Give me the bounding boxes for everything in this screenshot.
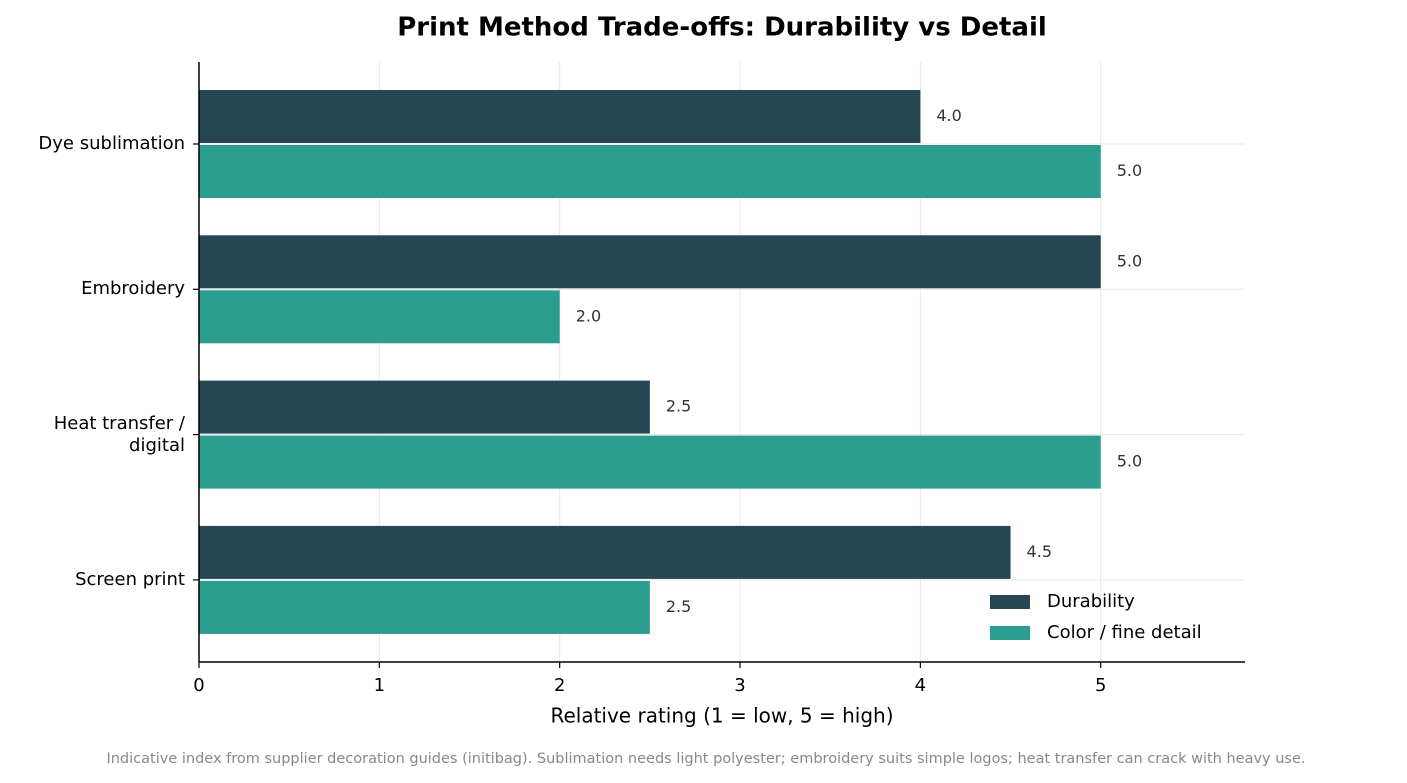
legend-swatch <box>990 595 1030 609</box>
value-label: 5.0 <box>1117 452 1142 471</box>
legend-label: Color / fine detail <box>1047 622 1202 643</box>
bar <box>199 580 650 634</box>
value-label: 4.5 <box>1027 542 1052 561</box>
legend-swatch <box>990 626 1030 640</box>
value-label: 2.5 <box>666 597 691 616</box>
value-label: 2.0 <box>576 306 601 325</box>
y-tick-label: Embroidery <box>81 278 185 300</box>
y-tick-label: Screen print <box>75 568 185 590</box>
bar <box>199 380 650 434</box>
y-tick-label: Dye sublimation <box>38 133 185 154</box>
value-label: 2.5 <box>666 397 691 416</box>
y-tick-label: Heat transfer / digital <box>53 412 185 456</box>
x-tick-label: 0 <box>193 675 204 696</box>
x-tick-label: 4 <box>915 675 926 696</box>
value-label: 5.0 <box>1117 161 1142 180</box>
x-tick-label: 2 <box>554 675 565 696</box>
value-label: 4.0 <box>936 106 961 125</box>
footnote: Indicative index from supplier decoratio… <box>106 751 1305 767</box>
value-label: 5.0 <box>1117 251 1142 270</box>
x-tick-label: 5 <box>1095 675 1106 696</box>
bar <box>199 90 921 143</box>
x-axis-label: Relative rating (1 = low, 5 = high) <box>550 704 893 728</box>
bar <box>199 235 1101 289</box>
bar <box>199 290 560 344</box>
bar <box>199 435 1101 489</box>
bar <box>199 525 1011 579</box>
x-tick-label: 3 <box>734 675 745 696</box>
legend-label: Durability <box>1047 591 1135 612</box>
bar <box>199 145 1101 198</box>
chart-title: Print Method Trade-offs: Durability vs D… <box>397 13 1047 43</box>
x-tick-label: 1 <box>374 675 385 696</box>
